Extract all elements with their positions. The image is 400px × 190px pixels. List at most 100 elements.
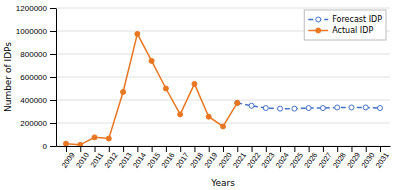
- x-tick: 2026: [302, 146, 319, 170]
- x-tick: 2018: [188, 146, 205, 170]
- point: [78, 142, 83, 146]
- point: [363, 105, 368, 110]
- x-tick: 2022: [245, 146, 262, 170]
- y-tick-label: 0: [43, 142, 48, 151]
- point: [106, 136, 111, 141]
- point: [135, 31, 140, 36]
- point: [92, 135, 97, 140]
- x-tick-label: 2030: [359, 151, 376, 170]
- grid: [56, 8, 390, 146]
- y-tick-mark: [50, 100, 56, 101]
- x-tick-mark: [80, 146, 81, 152]
- point: [235, 100, 240, 105]
- x-tick-mark: [180, 146, 181, 152]
- x-tick-label: 2027: [317, 151, 334, 170]
- x-tick-mark: [309, 146, 310, 152]
- x-tick: 2021: [231, 146, 248, 170]
- x-tick-label: 2012: [103, 151, 120, 170]
- x-tick: 2019: [202, 146, 219, 170]
- x-tick-mark: [323, 146, 324, 152]
- x-tick-mark: [166, 146, 167, 152]
- y-tick-label: 1200000: [16, 4, 48, 13]
- point: [221, 124, 226, 129]
- x-tick-label: 2020: [217, 151, 234, 170]
- point: [206, 114, 211, 119]
- series-markers: [235, 100, 383, 111]
- x-tick-mark: [366, 146, 367, 152]
- legend-marker: [316, 17, 321, 22]
- x-tick: 2029: [345, 146, 362, 170]
- x-tick: 2031: [374, 146, 391, 170]
- x-tick-mark: [280, 146, 281, 152]
- point: [263, 106, 268, 111]
- y-tick: 1200000: [16, 4, 56, 13]
- point: [63, 141, 68, 146]
- x-tick: 2028: [331, 146, 348, 170]
- x-tick-label: 2011: [89, 151, 106, 169]
- y-tick-mark: [50, 54, 56, 55]
- x-tick-label: 2013: [117, 151, 134, 170]
- plot-area: 0 200000 400000 600000 800000 1000000 1200000 2…: [16, 4, 391, 169]
- x-tick-mark: [123, 146, 124, 152]
- point: [378, 106, 383, 111]
- y-tick-label: 400000: [20, 96, 47, 105]
- x-tick-label: 2017: [174, 151, 191, 170]
- y-axis-line: [56, 9, 57, 147]
- y-tick-label: 800000: [20, 50, 47, 59]
- y-tick-label: 200000: [20, 119, 47, 128]
- grid-line: [56, 54, 390, 55]
- x-tick: 2015: [145, 146, 162, 170]
- x-axis: 2009201020112012201320142015201620172018…: [57, 146, 391, 170]
- legend-label: Actual IDP: [332, 26, 373, 35]
- x-tick-mark: [109, 146, 110, 152]
- chart: 0 200000 400000 600000 800000 1000000 1200000 2…: [0, 0, 400, 190]
- point: [149, 58, 154, 63]
- legend-entry: Actual IDP: [308, 26, 373, 35]
- x-tick: 2030: [359, 146, 376, 170]
- x-tick-mark: [223, 146, 224, 152]
- x-tick: 2016: [160, 146, 177, 170]
- x-axis-title: Years: [210, 178, 235, 188]
- x-tick-mark: [380, 146, 381, 152]
- x-tick: 2023: [260, 146, 277, 170]
- x-tick-mark: [137, 146, 138, 152]
- grid-line: [56, 8, 390, 9]
- grid-line: [56, 77, 390, 78]
- y-tick-mark: [50, 77, 56, 78]
- x-tick-mark: [95, 146, 96, 152]
- x-tick-label: 2021: [231, 151, 248, 170]
- point: [192, 81, 197, 86]
- point: [178, 112, 183, 117]
- x-tick-label: 2014: [131, 151, 148, 170]
- x-tick-mark: [337, 146, 338, 152]
- series-markers: [63, 31, 239, 146]
- x-tick-label: 2031: [374, 151, 391, 170]
- y-tick: 800000: [20, 50, 56, 59]
- x-tick: 2024: [274, 146, 291, 170]
- x-tick: 2020: [217, 146, 234, 170]
- point: [349, 105, 354, 110]
- point: [249, 103, 254, 108]
- legend-entry: Forecast IDP: [308, 15, 382, 24]
- x-tick: 2009: [60, 146, 77, 170]
- legend: Forecast IDP Actual IDP: [304, 10, 386, 40]
- x-tick: 2013: [117, 146, 134, 170]
- x-tick-mark: [237, 146, 238, 152]
- grid-line: [56, 100, 390, 101]
- x-tick-mark: [266, 146, 267, 152]
- x-tick-label: 2026: [302, 151, 319, 170]
- x-tick-label: 2025: [288, 151, 305, 170]
- x-tick-label: 2023: [260, 151, 277, 170]
- y-tick: 400000: [20, 96, 56, 105]
- point: [335, 105, 340, 110]
- x-tick: 2025: [288, 146, 305, 170]
- y-tick: 600000: [20, 73, 56, 82]
- x-tick-mark: [194, 146, 195, 152]
- y-tick: 1000000: [16, 27, 56, 36]
- x-tick-label: 2022: [245, 151, 262, 170]
- x-tick: 2012: [103, 146, 120, 170]
- x-tick-label: 2015: [145, 151, 162, 170]
- point: [121, 89, 126, 94]
- x-tick-label: 2024: [274, 151, 291, 170]
- grid-line: [56, 123, 390, 124]
